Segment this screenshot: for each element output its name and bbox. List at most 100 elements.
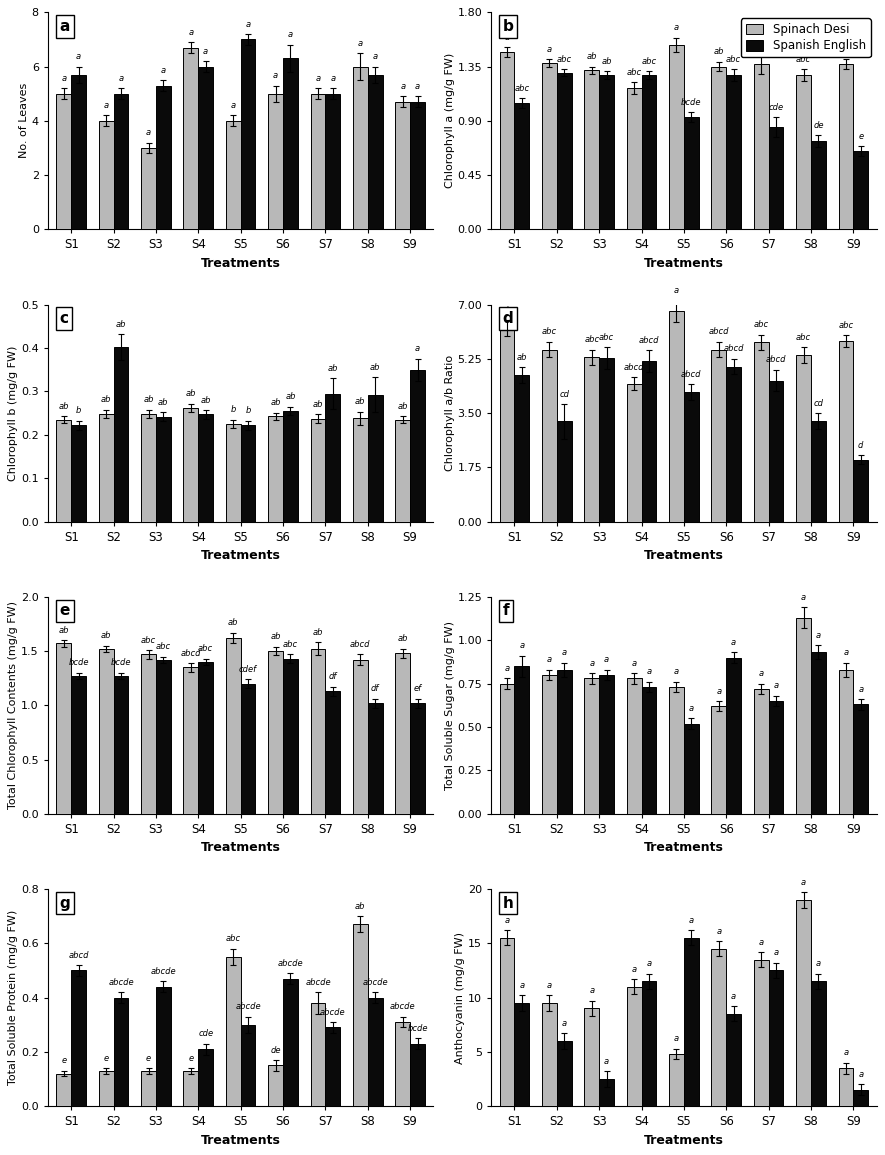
Text: a: a xyxy=(632,964,636,974)
Text: a: a xyxy=(858,1070,864,1079)
Text: a: a xyxy=(373,52,378,61)
Text: abc: abc xyxy=(627,68,642,77)
Text: ab: ab xyxy=(370,363,381,372)
Bar xyxy=(796,75,811,230)
Bar xyxy=(500,684,514,814)
Bar xyxy=(811,982,826,1106)
Bar xyxy=(141,1071,156,1106)
Text: abcd: abcd xyxy=(766,356,786,364)
Text: abc: abc xyxy=(141,635,156,644)
Bar xyxy=(853,460,868,522)
Bar xyxy=(326,394,340,522)
Bar xyxy=(396,654,410,814)
Bar xyxy=(500,52,514,230)
Bar xyxy=(113,998,128,1106)
Bar xyxy=(627,88,642,230)
Bar xyxy=(368,395,382,522)
Bar xyxy=(584,357,599,522)
Text: ab: ab xyxy=(756,40,766,50)
Text: ab: ab xyxy=(58,626,69,635)
Text: ab: ab xyxy=(587,52,597,61)
Bar xyxy=(500,328,514,522)
X-axis label: Treatments: Treatments xyxy=(644,1134,724,1147)
Bar xyxy=(57,1073,71,1106)
Bar xyxy=(311,419,326,522)
Text: abc: abc xyxy=(796,54,812,64)
Text: e: e xyxy=(146,1053,151,1063)
Bar xyxy=(353,67,368,230)
Text: bcde: bcde xyxy=(68,658,88,668)
Text: a: a xyxy=(758,669,764,678)
Text: ab: ab xyxy=(101,395,112,404)
Bar xyxy=(669,45,684,230)
Bar xyxy=(627,986,642,1106)
Bar xyxy=(241,1024,256,1106)
Text: a: a xyxy=(589,986,595,996)
Bar xyxy=(368,703,382,814)
Text: cde: cde xyxy=(768,103,783,112)
Bar xyxy=(712,948,727,1106)
Text: bcde: bcde xyxy=(681,98,702,107)
Text: abcde: abcde xyxy=(108,978,134,986)
Bar xyxy=(542,675,557,814)
Text: abcde: abcde xyxy=(305,978,331,986)
Text: a: a xyxy=(604,1057,609,1066)
Text: e: e xyxy=(61,1057,66,1065)
Y-axis label: Total Soluble Protein (mg/g FW): Total Soluble Protein (mg/g FW) xyxy=(8,910,19,1086)
Bar xyxy=(198,415,213,522)
Bar xyxy=(353,418,368,522)
Bar xyxy=(811,141,826,230)
Text: ab: ab xyxy=(101,632,112,640)
Text: a: a xyxy=(119,74,124,83)
Bar xyxy=(353,924,368,1106)
Bar xyxy=(57,643,71,814)
Text: a: a xyxy=(773,681,779,691)
Text: a: a xyxy=(204,46,208,55)
Text: abcde: abcde xyxy=(390,1003,416,1011)
Text: ab: ab xyxy=(397,634,408,643)
Bar xyxy=(627,383,642,522)
Bar xyxy=(99,1071,113,1106)
Bar xyxy=(642,687,657,814)
Text: a: a xyxy=(59,18,70,33)
Bar xyxy=(811,420,826,522)
Text: c: c xyxy=(59,311,68,326)
Bar xyxy=(557,670,572,814)
Bar xyxy=(712,350,727,522)
Text: a: a xyxy=(547,655,552,664)
Text: abcd: abcd xyxy=(723,344,744,353)
Bar xyxy=(198,67,213,230)
Bar xyxy=(684,392,699,522)
Bar xyxy=(684,117,699,230)
Text: b: b xyxy=(503,18,513,33)
Bar xyxy=(183,668,198,814)
Bar xyxy=(183,47,198,230)
Bar xyxy=(769,701,783,814)
Text: cd: cd xyxy=(813,398,823,408)
Bar xyxy=(584,678,599,814)
Text: a: a xyxy=(504,32,510,42)
Bar xyxy=(642,362,657,522)
Bar xyxy=(410,703,425,814)
Text: abcd: abcd xyxy=(68,951,88,960)
Text: ab: ab xyxy=(517,352,527,362)
Text: a: a xyxy=(547,45,552,54)
Bar xyxy=(727,75,741,230)
Bar xyxy=(542,64,557,230)
Bar xyxy=(838,1068,853,1106)
Text: a: a xyxy=(816,960,821,968)
Y-axis label: Anthocyanin (mg/g FW): Anthocyanin (mg/g FW) xyxy=(455,932,466,1064)
Text: h: h xyxy=(503,895,513,910)
Text: e: e xyxy=(104,1053,109,1063)
Text: df: df xyxy=(328,672,337,681)
Bar xyxy=(198,1049,213,1106)
Text: cd: cd xyxy=(559,390,569,398)
Bar xyxy=(99,413,113,522)
Bar xyxy=(684,723,699,814)
X-axis label: Treatments: Treatments xyxy=(201,549,281,562)
Text: a: a xyxy=(843,1049,849,1057)
Text: abc: abc xyxy=(226,934,241,944)
Text: a: a xyxy=(415,82,420,91)
Text: abc: abc xyxy=(726,54,742,64)
Bar xyxy=(241,425,256,522)
